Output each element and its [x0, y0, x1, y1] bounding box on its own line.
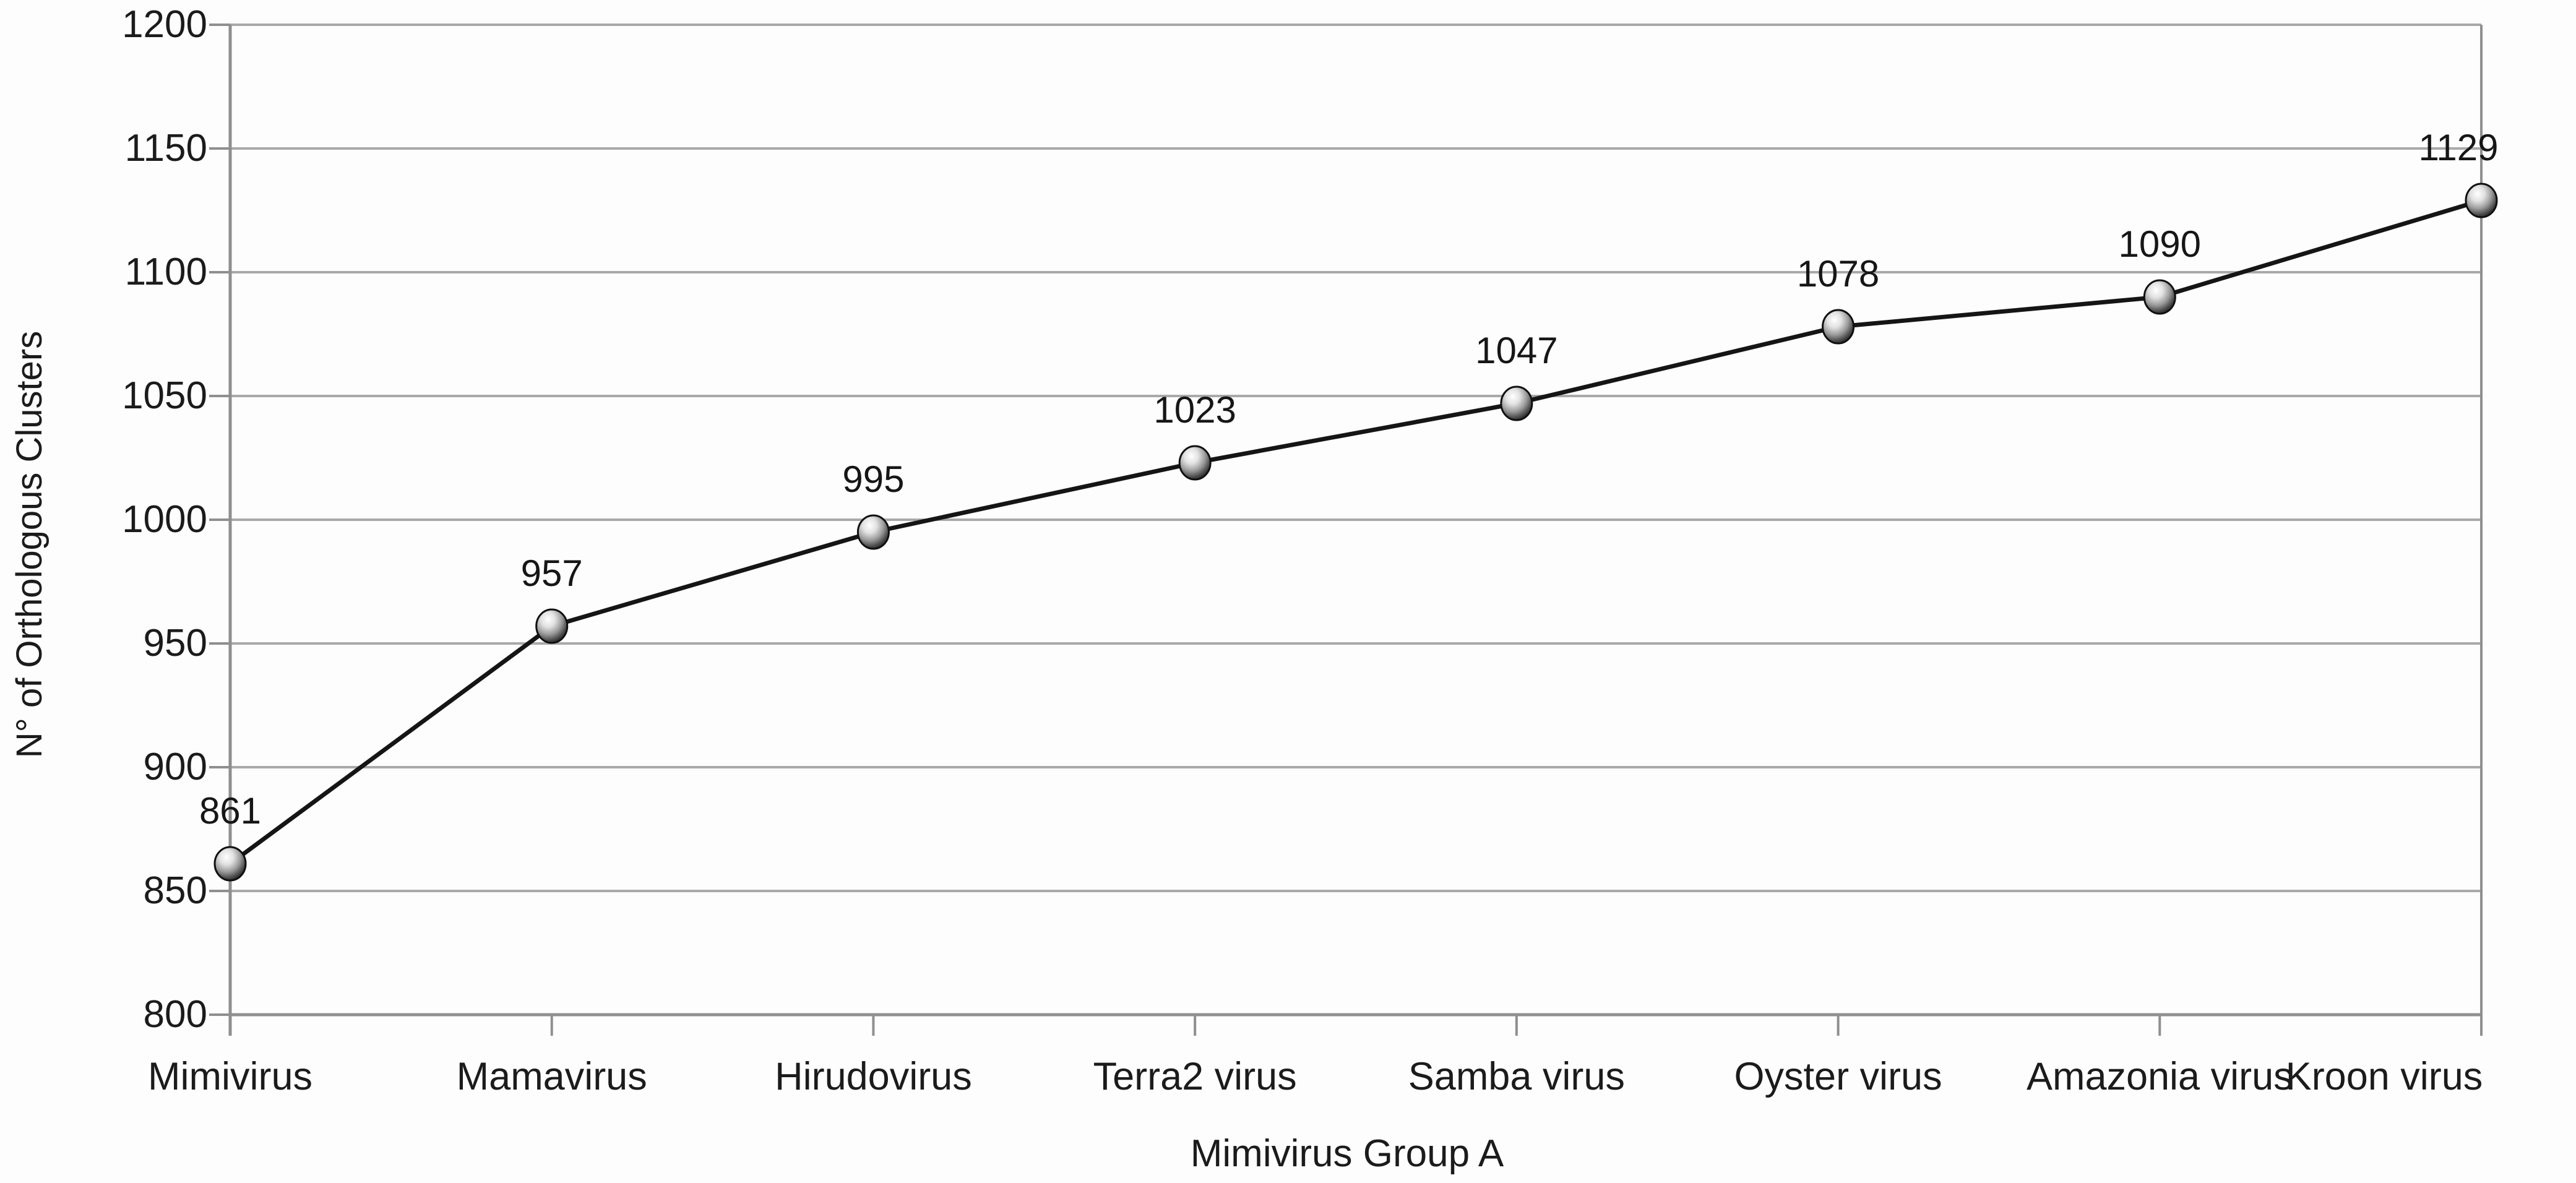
data-point-label: 1090 [2118, 223, 2202, 265]
x-category-label: Terra2 virus [1093, 1055, 1297, 1098]
data-point-label: 861 [199, 790, 262, 832]
data-point-marker [1178, 445, 1212, 481]
y-tick-label-800: 800 [143, 993, 207, 1036]
y-tick-label-1050: 1050 [122, 374, 207, 417]
data-point-label: 1129 [2418, 127, 2499, 168]
y-tick-label-1100: 1100 [124, 251, 207, 293]
data-point-label: 957 [520, 553, 583, 594]
data-line [228, 198, 2484, 866]
x-axis-title: Mimivirus Group A [1190, 1132, 1504, 1175]
data-point-marker [2143, 279, 2176, 315]
data-point-marker [1822, 309, 1855, 345]
y-tick-label-900: 900 [143, 746, 207, 788]
x-category-label: Amazonia virus [2026, 1055, 2293, 1098]
y-tick-label-950: 950 [143, 622, 207, 665]
x-category-label: Samba virus [1408, 1055, 1625, 1098]
data-point-marker [2465, 183, 2498, 218]
data-point-marker [535, 608, 569, 644]
y-tick-label-850: 850 [143, 869, 207, 912]
x-category-label: Hirudovirus [775, 1055, 972, 1098]
data-point-label: 995 [842, 458, 905, 500]
data-point-label: 1078 [1796, 253, 1880, 295]
y-tick-label-1150: 1150 [124, 127, 207, 170]
x-category-label: Kroon virus [2285, 1055, 2483, 1098]
x-category-label: Mamavirus [456, 1055, 647, 1098]
data-point-marker [856, 514, 890, 550]
data-point-marker [213, 846, 247, 882]
data-point-label: 1047 [1475, 330, 1558, 371]
data-point-label: 1023 [1153, 389, 1236, 431]
y-tick-label-1200: 1200 [122, 3, 207, 46]
data-point-marker [1500, 385, 1533, 421]
x-category-label: Oyster virus [1734, 1055, 1942, 1098]
y-axis-title: N° of Orthologous Clusters [9, 330, 50, 759]
x-category-label: Mimivirus [148, 1055, 312, 1098]
y-tick-label-1000: 1000 [122, 498, 207, 541]
